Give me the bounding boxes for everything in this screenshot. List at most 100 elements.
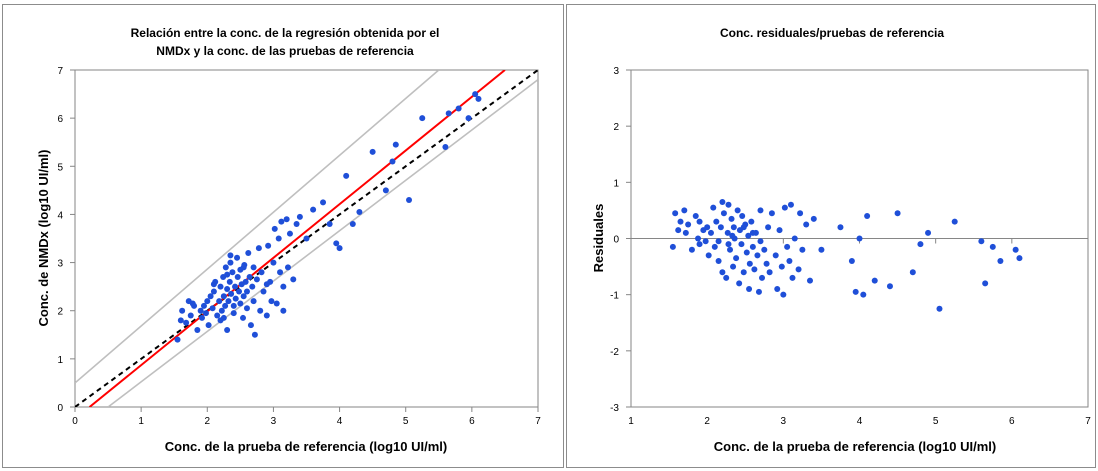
chart1-data-point <box>280 307 287 314</box>
chart1-data-point <box>230 302 237 309</box>
chart1-data-point <box>202 310 209 317</box>
chart2-x-tick-label: 5 <box>933 416 939 427</box>
chart2-data-point <box>738 241 745 248</box>
chart2-data-point <box>717 224 724 231</box>
chart2-data-point <box>730 224 737 231</box>
chart1-data-point <box>227 252 234 259</box>
chart1-data-point <box>419 115 426 122</box>
chart2-title: Conc. residuales/pruebas de referencia <box>720 26 944 40</box>
chart1-data-point <box>255 245 262 252</box>
chart2-data-point <box>682 229 689 236</box>
chart2-data-point <box>951 218 958 225</box>
chart1-data-point <box>263 312 270 319</box>
chart1-data-point <box>382 187 389 194</box>
chart2-data-point <box>710 204 717 211</box>
chart2-data-point <box>757 238 764 245</box>
chart1-data-point <box>268 298 275 305</box>
chart2-y-tick-label: 0 <box>613 235 619 246</box>
chart1-data-point <box>220 314 227 321</box>
chart2-data-point <box>739 213 746 220</box>
chart2-data-point <box>997 257 1004 264</box>
chart2-frame <box>566 4 1096 468</box>
chart1-data-point <box>253 276 260 283</box>
chart1-data-point <box>250 298 257 305</box>
chart2-data-point <box>864 213 871 220</box>
chart1-data-point <box>240 264 247 271</box>
chart1-y-tick-label: 4 <box>57 210 63 221</box>
chart2-data-point <box>715 257 722 264</box>
chart1-data-point <box>245 249 252 256</box>
chart2-data-point <box>751 266 758 273</box>
chart2-data-point <box>778 263 785 270</box>
chart1-data-point <box>286 230 293 237</box>
chart2-data-point <box>725 201 732 208</box>
chart2-data-point <box>757 207 764 214</box>
chart2-data-point <box>789 274 796 281</box>
chart1-data-point <box>246 274 253 281</box>
chart2-data-point <box>685 221 692 228</box>
chart1-data-point <box>242 278 249 285</box>
chart1-data-point <box>333 240 340 247</box>
chart1-data-point <box>214 312 221 319</box>
chart2-data-point <box>837 224 844 231</box>
chart2-data-point <box>795 266 802 273</box>
chart2-data-point <box>982 280 989 287</box>
chart1-data-point <box>187 312 194 319</box>
chart1-data-point <box>226 278 233 285</box>
chart1-data-point <box>183 319 190 326</box>
chart2-data-point <box>707 229 714 236</box>
chart1-data-point <box>240 293 247 300</box>
chart1-y-tick-label: 2 <box>57 307 63 318</box>
chart2-data-point <box>740 224 747 231</box>
chart2-data-point <box>755 288 762 295</box>
chart1-data-point <box>197 307 204 314</box>
chart2-data-point <box>797 210 804 217</box>
chart1-data-point <box>240 314 247 321</box>
chart1-data-point <box>442 144 449 151</box>
chart1-data-point <box>389 158 396 165</box>
chart2-x-tick-label: 7 <box>1085 416 1091 427</box>
chart1-plot-area <box>74 69 539 408</box>
chart1-y-tick-label: 6 <box>57 114 63 125</box>
chart1-x-tick-label: 7 <box>535 416 541 427</box>
chart2-data-point <box>740 269 747 276</box>
chart2-data-point <box>711 243 718 250</box>
chart1-x-axis-label: Conc. de la prueba de referencia (log10 … <box>165 439 447 454</box>
chart1-x-tick-label: 6 <box>469 416 475 427</box>
chart1-data-point <box>224 271 231 278</box>
chart2-data-point <box>909 269 916 276</box>
chart1-data-point <box>303 235 310 242</box>
chart1-data-point <box>369 148 376 155</box>
chart1-data-point <box>271 225 278 232</box>
chart2-data-point <box>688 246 695 253</box>
chart2-data-point <box>759 274 766 281</box>
chart1-data-point <box>205 322 212 329</box>
chart2-data-point <box>989 243 996 250</box>
chart1-x-tick-label: 5 <box>403 416 409 427</box>
chart2-data-point <box>746 260 753 267</box>
chart2-x-axis-label: Conc. de la prueba de referencia (log10 … <box>714 439 996 454</box>
chart2-data-point <box>743 249 750 256</box>
chart2-data-point <box>724 229 731 236</box>
chart2-data-point <box>871 277 878 284</box>
chart1-data-point <box>229 269 236 276</box>
chart2-data-point <box>720 210 727 217</box>
chart2-data-point <box>675 227 682 234</box>
chart2-data-point <box>886 283 893 290</box>
chart1-data-point <box>270 259 277 266</box>
chart2-data-point <box>848 257 855 264</box>
chart2-data-point <box>787 201 794 208</box>
chart2-data-point <box>749 229 756 236</box>
chart1-data-point <box>290 276 297 283</box>
chart2-data-point <box>818 246 825 253</box>
chart2-data-point <box>766 269 773 276</box>
chart2-data-point <box>736 280 743 287</box>
chart1-data-point <box>260 288 267 295</box>
chart2-x-tick-label: 4 <box>857 416 863 427</box>
chart1-identity-line <box>75 70 538 407</box>
chart2-data-point <box>734 207 741 214</box>
chart2-data-point <box>745 232 752 239</box>
chart1-data-point <box>209 305 216 312</box>
chart1-data-point <box>284 264 291 271</box>
